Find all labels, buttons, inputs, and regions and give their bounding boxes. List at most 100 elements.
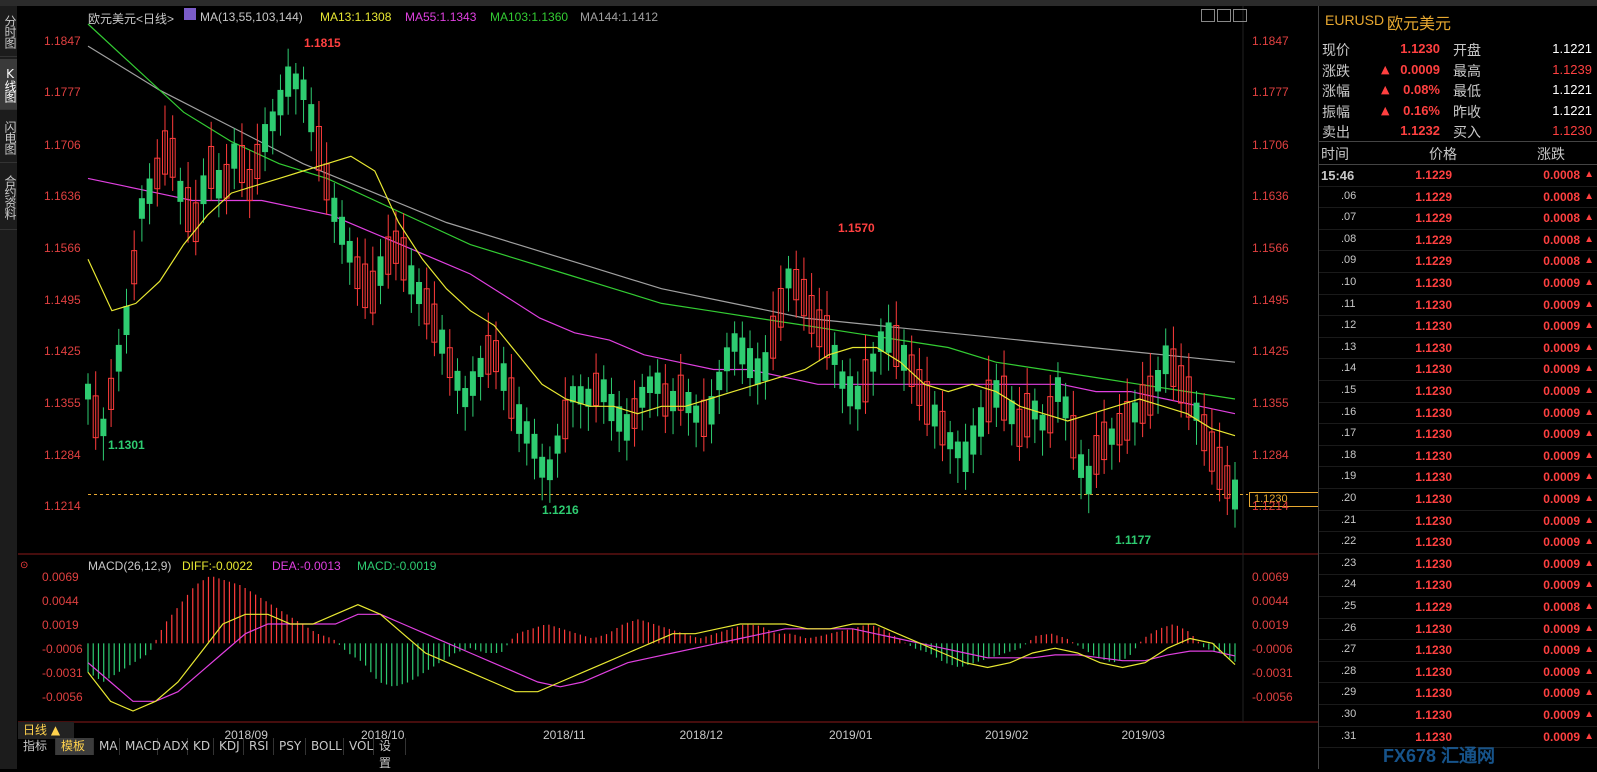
period-selector[interactable]: 日线 ▲ bbox=[18, 722, 74, 739]
price-tick-left: 1.1214 bbox=[44, 499, 81, 514]
tick-change: 0.0009 bbox=[1543, 729, 1580, 744]
candle-body bbox=[192, 202, 199, 243]
candle-body bbox=[277, 89, 284, 116]
candle-body bbox=[685, 391, 692, 414]
bottom-tab[interactable]: 模板 bbox=[56, 738, 94, 755]
layout-icon[interactable] bbox=[1201, 9, 1215, 22]
candle-body bbox=[431, 303, 438, 343]
candle-body bbox=[115, 344, 122, 372]
restore-icon[interactable] bbox=[1217, 9, 1231, 22]
bottom-tab[interactable]: KD bbox=[188, 738, 214, 755]
candle-body bbox=[877, 331, 884, 352]
quote-value: 0.08% bbox=[1403, 82, 1440, 97]
tick-change: 0.0009 bbox=[1543, 535, 1580, 550]
quote-value: 0.16% bbox=[1403, 102, 1440, 118]
bottom-tab[interactable]: MA bbox=[94, 738, 120, 755]
candle-body bbox=[623, 414, 630, 441]
candle-body bbox=[1131, 402, 1138, 423]
up-arrow-icon: ▲ bbox=[1584, 190, 1594, 202]
tick-time: .14 bbox=[1341, 362, 1357, 375]
date-tick: 2019/01 bbox=[829, 728, 873, 742]
tick-change: 0.0008 bbox=[1543, 232, 1580, 247]
annotation-high-1570: 1.1570 bbox=[838, 221, 875, 235]
macd-settings-icon[interactable]: ⊙ bbox=[20, 560, 29, 571]
tick-time: .16 bbox=[1341, 405, 1357, 418]
tab-timeshare[interactable]: 分时图 bbox=[0, 6, 17, 57]
candle-body bbox=[177, 180, 184, 202]
tab-contract-info[interactable]: 合约资料 bbox=[0, 165, 17, 230]
bottom-tab[interactable]: KDJ bbox=[214, 738, 244, 755]
price-tick-right: 1.1566 bbox=[1252, 240, 1289, 255]
tick-list[interactable]: 15:46 1.1229 0.0008 ▲ .06 1.1229 0.0008 ▲ .07 1.1… bbox=[1319, 164, 1597, 769]
quote-row: 现价 1.1230 开盘 1.1221 bbox=[1319, 40, 1597, 61]
candle-body bbox=[616, 406, 623, 432]
ma55-line bbox=[87, 177, 1236, 415]
candle-body bbox=[315, 126, 322, 171]
ma55-polyline bbox=[87, 177, 1236, 415]
tick-row: .08 1.1229 0.0008 ▲ bbox=[1319, 229, 1597, 252]
candle-body bbox=[85, 383, 91, 400]
date-tick: 2018/11 bbox=[543, 728, 586, 742]
macd-tick-right: -0.0006 bbox=[1252, 642, 1293, 657]
kline-chart[interactable]: 欧元美元<日线> MA(13,55,103,144) MA13:1.1308 M… bbox=[18, 6, 1323, 742]
price-tick-right: 1.1425 bbox=[1252, 344, 1289, 359]
ma103-line bbox=[87, 23, 1236, 400]
candle-body bbox=[847, 376, 854, 407]
candle-body bbox=[1147, 375, 1154, 416]
maximize-icon[interactable] bbox=[1233, 9, 1247, 22]
quote-label: 开盘 bbox=[1453, 43, 1481, 59]
up-arrow-icon: ▲ bbox=[1381, 103, 1390, 117]
candle-body bbox=[554, 435, 561, 454]
tick-row: .23 1.1230 0.0009 ▲ bbox=[1319, 553, 1597, 576]
quote-symbol: EURUSD bbox=[1325, 12, 1385, 28]
bottom-tab[interactable]: PSY bbox=[274, 738, 306, 755]
bottom-tab[interactable]: BOLL bbox=[306, 738, 344, 755]
tick-row: .17 1.1230 0.0009 ▲ bbox=[1319, 423, 1597, 446]
candle-body bbox=[246, 168, 253, 202]
candle-body bbox=[816, 309, 823, 348]
tick-price: 1.1230 bbox=[1415, 535, 1452, 550]
candle-body bbox=[777, 287, 784, 328]
tick-change: 0.0008 bbox=[1543, 168, 1580, 182]
bottom-tab[interactable]: RSI bbox=[244, 738, 274, 755]
bottom-tab[interactable]: 指标 bbox=[18, 738, 56, 755]
quote-row: 振幅 ▲ 0.16% 昨收 1.1221 bbox=[1319, 102, 1597, 123]
candle-body bbox=[546, 459, 553, 481]
candle-body bbox=[646, 376, 653, 394]
up-arrow-icon: ▲ bbox=[1584, 169, 1594, 180]
candle-body bbox=[446, 347, 453, 379]
candle-body bbox=[670, 390, 677, 412]
tick-header-row: 时间 价格 涨跌 bbox=[1319, 141, 1597, 165]
candle-body bbox=[154, 157, 161, 190]
up-arrow-icon: ▲ bbox=[1584, 730, 1594, 742]
macd-tick-right: 0.0019 bbox=[1252, 617, 1289, 632]
tick-time: .08 bbox=[1341, 232, 1357, 245]
candle-body bbox=[1039, 414, 1046, 431]
quote-label: 振幅 bbox=[1322, 104, 1350, 121]
up-arrow-icon: ▲ bbox=[1584, 622, 1594, 634]
tick-change: 0.0009 bbox=[1543, 362, 1580, 377]
up-arrow-icon: ▲ bbox=[1584, 233, 1594, 245]
date-tick: 2018/12 bbox=[679, 728, 723, 742]
tab-kline[interactable]: K线图 bbox=[0, 59, 17, 110]
candle-body bbox=[862, 359, 869, 403]
candle-body bbox=[169, 137, 176, 178]
quote-value: 1.1230 bbox=[1400, 41, 1440, 56]
candle-body bbox=[215, 169, 222, 199]
candle-body bbox=[677, 374, 684, 411]
tick-price: 1.1230 bbox=[1415, 643, 1452, 658]
tick-row: .22 1.1230 0.0009 ▲ bbox=[1319, 531, 1597, 554]
candle-body bbox=[824, 315, 831, 359]
bottom-tab[interactable]: 设置 bbox=[374, 738, 406, 770]
chart-canvas[interactable] bbox=[18, 6, 1318, 724]
tick-change: 0.0009 bbox=[1543, 276, 1580, 290]
candle-body bbox=[947, 432, 954, 450]
bottom-tab[interactable]: VOL bbox=[344, 738, 374, 755]
candle-body bbox=[970, 425, 977, 455]
tick-price: 1.1230 bbox=[1415, 276, 1452, 290]
candle-body bbox=[1116, 412, 1123, 446]
bottom-tab[interactable]: ADX bbox=[158, 738, 189, 755]
bottom-tab[interactable]: MACD bbox=[120, 738, 161, 755]
tab-flash[interactable]: 闪电图 bbox=[0, 112, 17, 163]
quote-value: 0.0009 bbox=[1400, 61, 1440, 77]
